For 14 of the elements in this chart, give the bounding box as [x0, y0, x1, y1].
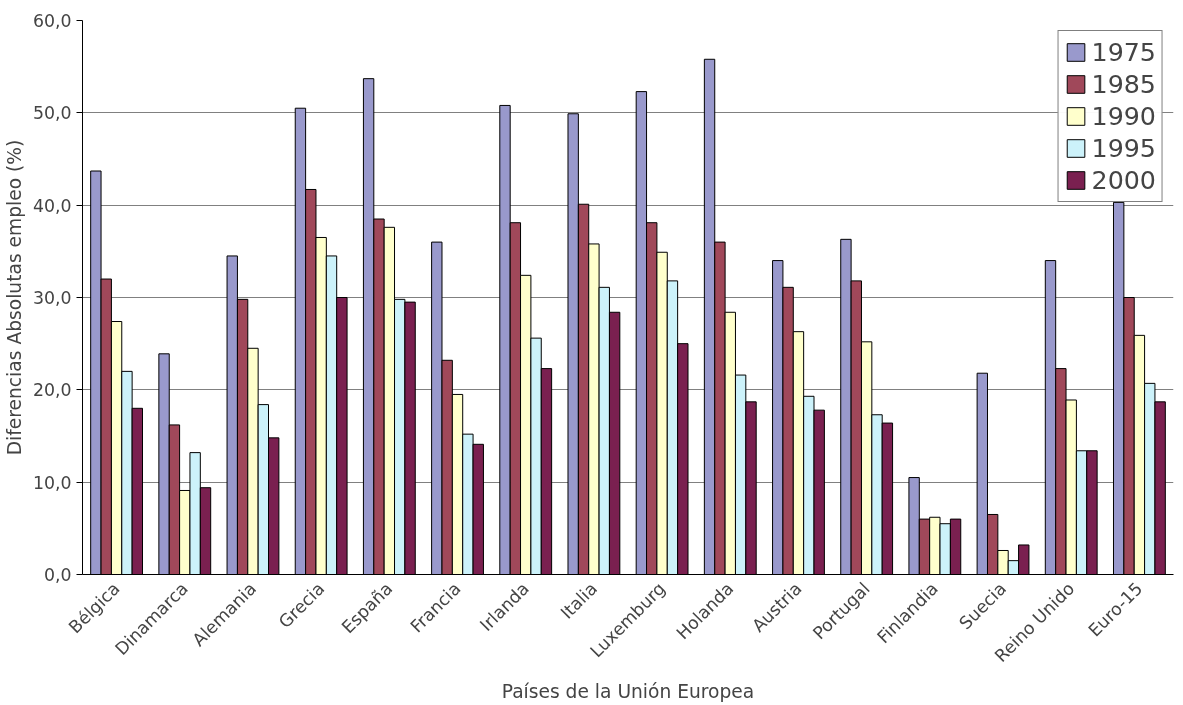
legend-label: 1995 [1091, 133, 1156, 163]
legend-label: 1975 [1091, 37, 1156, 67]
y-tick-label: 30,0 [32, 288, 72, 308]
y-tick-label: 60,0 [32, 11, 72, 31]
y-tick-label: 20,0 [32, 380, 72, 401]
x-axis-title: Países de la Unión Europea [501, 681, 755, 703]
y-axis-title: Diferencias Absolutas empleo (%) [3, 139, 25, 456]
y-tick-label: 50,0 [32, 103, 72, 124]
y-tick-label: 10,0 [32, 472, 72, 493]
y-tick-label: 40,0 [32, 195, 72, 216]
legend-label: 1985 [1091, 69, 1156, 99]
legend-label: 1990 [1091, 101, 1156, 131]
y-tick-label: 0,0 [43, 565, 72, 585]
legend-label: 2000 [1091, 165, 1156, 195]
